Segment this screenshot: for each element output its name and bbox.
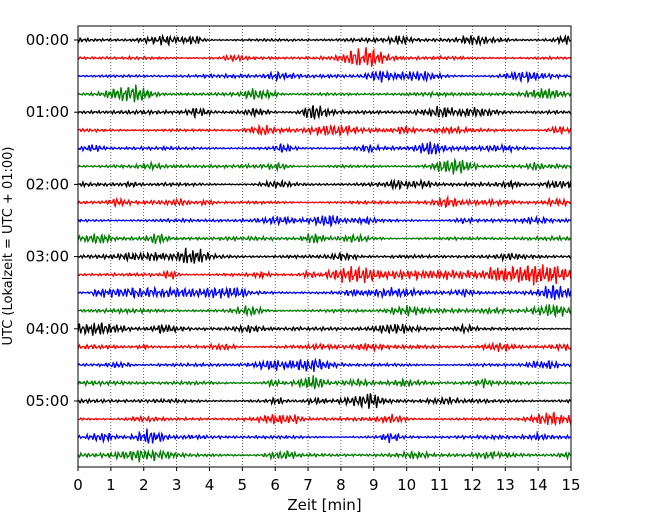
trace-2	[77, 69, 572, 84]
x-tick-label-12: 12	[463, 476, 482, 494]
trace-12	[77, 247, 572, 264]
x-tick-label-0: 0	[73, 476, 83, 494]
y-tick-label-1: 01:00	[26, 103, 69, 121]
trace-10	[77, 214, 572, 228]
trace-15	[77, 303, 572, 319]
trace-18	[77, 357, 572, 372]
x-tick-label-10: 10	[397, 476, 416, 494]
y-tick-label-0: 00:00	[26, 31, 69, 49]
y-axis-label: UTC (Lokalzeit = UTC + 01:00)	[1, 147, 16, 346]
x-tick-label-6: 6	[270, 476, 280, 494]
x-tick-label-5: 5	[238, 476, 248, 494]
x-tick-label-9: 9	[369, 476, 379, 494]
trace-4	[77, 105, 572, 121]
x-tick-label-13: 13	[496, 476, 515, 494]
x-tick-label-1: 1	[106, 476, 116, 494]
y-axis-ticks: 00:00 01:00 02:00 03:00 04:00 05:00	[26, 31, 78, 410]
trace-16	[77, 322, 572, 336]
trace-6	[77, 141, 572, 155]
plot-frame	[77, 25, 572, 468]
trace-11	[77, 232, 572, 245]
x-axis-ticks: 0 1 2 3 4 5 6 7 8 9 10 11 12 13 14 15	[73, 467, 581, 494]
x-tick-label-3: 3	[172, 476, 182, 494]
trace-0	[77, 33, 572, 47]
y-tick-label-4: 04:00	[26, 320, 69, 338]
trace-19	[77, 375, 572, 390]
trace-7	[77, 157, 572, 175]
x-tick-label-14: 14	[529, 476, 548, 494]
trace-17	[77, 341, 572, 353]
y-tick-label-5: 05:00	[26, 392, 69, 410]
x-axis-label: Zeit [min]	[287, 496, 361, 514]
x-tick-label-4: 4	[205, 476, 215, 494]
trace-13	[77, 264, 572, 286]
x-tick-label-11: 11	[430, 476, 449, 494]
x-tick-label-8: 8	[336, 476, 346, 494]
trace-1	[77, 47, 572, 67]
trace-lines	[77, 33, 572, 463]
y-tick-label-2: 02:00	[26, 175, 69, 193]
trace-9	[77, 194, 572, 209]
x-tick-label-15: 15	[561, 476, 580, 494]
x-tick-label-2: 2	[139, 476, 149, 494]
y-tick-label-3: 03:00	[26, 248, 69, 266]
trace-23	[77, 448, 572, 463]
trace-5	[77, 123, 572, 138]
x-tick-label-7: 7	[303, 476, 313, 494]
trace-22	[77, 428, 572, 445]
trace-21	[77, 411, 572, 427]
trace-20	[77, 393, 572, 410]
trace-14	[77, 285, 572, 301]
trace-8	[77, 177, 572, 191]
trace-3	[77, 84, 572, 103]
